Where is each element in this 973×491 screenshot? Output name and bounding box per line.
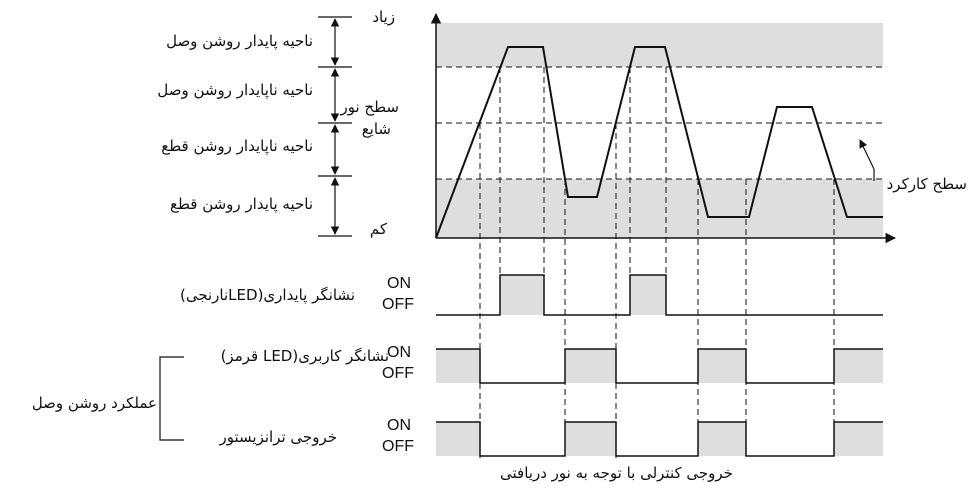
transistor-output-signal	[436, 421, 883, 457]
user-on-fill-4	[834, 349, 883, 383]
stability-on-fill-2	[630, 275, 666, 315]
unstable-on-zone-label: ناحیه ناپایدار روشن وصل	[157, 81, 313, 99]
light-level-label-line1: سطح نور	[340, 98, 400, 116]
transistor-on-fill-1	[436, 422, 480, 456]
stability-on-label: ON	[387, 275, 411, 292]
stability-on-fill-1	[500, 275, 544, 315]
stability-off-label: OFF	[382, 296, 414, 313]
light-level-waveform	[435, 46, 883, 239]
on-operation-group-label: عملکرد روشن وصل	[31, 394, 157, 412]
unstable-off-zone-label: ناحیه ناپایدار روشن قطع	[161, 137, 313, 155]
stable-on-band	[436, 23, 883, 67]
stable-on-zone-label: ناحیه پایدار روشن وصل	[166, 32, 313, 50]
transistor-on-fill-4	[834, 422, 883, 456]
light-level-label-line2: شایع	[361, 120, 391, 138]
transistor-on-label: ON	[387, 417, 411, 434]
user-on-fill-3	[698, 349, 746, 383]
user-off-label: OFF	[382, 365, 414, 382]
light-low-label: کم	[369, 220, 387, 238]
transistor-off-label: OFF	[382, 438, 414, 455]
stability-indicator-label: نشانگر پایداری(LEDنارنجی)	[179, 286, 355, 304]
zone-dimension-scale	[318, 16, 352, 237]
timing-projection-lines	[479, 67, 835, 458]
user-on-label: ON	[387, 344, 411, 361]
stable-off-band	[436, 179, 883, 238]
operating-level-pointer	[859, 139, 875, 181]
light-high-label: زیاد	[372, 8, 395, 26]
user-on-fill-1	[436, 349, 480, 383]
operating-level-label: سطح کارکرد	[886, 175, 967, 193]
transistor-on-fill-3	[698, 422, 746, 456]
stable-off-zone-label: ناحیه پایدار روشن قطع	[169, 195, 313, 213]
transistor-output-label: خروجی ترانزیستور	[219, 428, 337, 446]
diagram-caption: خروجی کنترلی با توجه به نور دریافتی	[500, 464, 733, 482]
stability-indicator-signal	[436, 274, 883, 316]
user-indicator-signal	[436, 348, 883, 384]
on-operation-bracket	[159, 356, 184, 441]
user-indicator-label: نشانگر کاربری(LED قرمز)	[220, 347, 389, 365]
transistor-on-fill-2	[565, 422, 616, 456]
user-on-fill-2	[565, 349, 616, 383]
